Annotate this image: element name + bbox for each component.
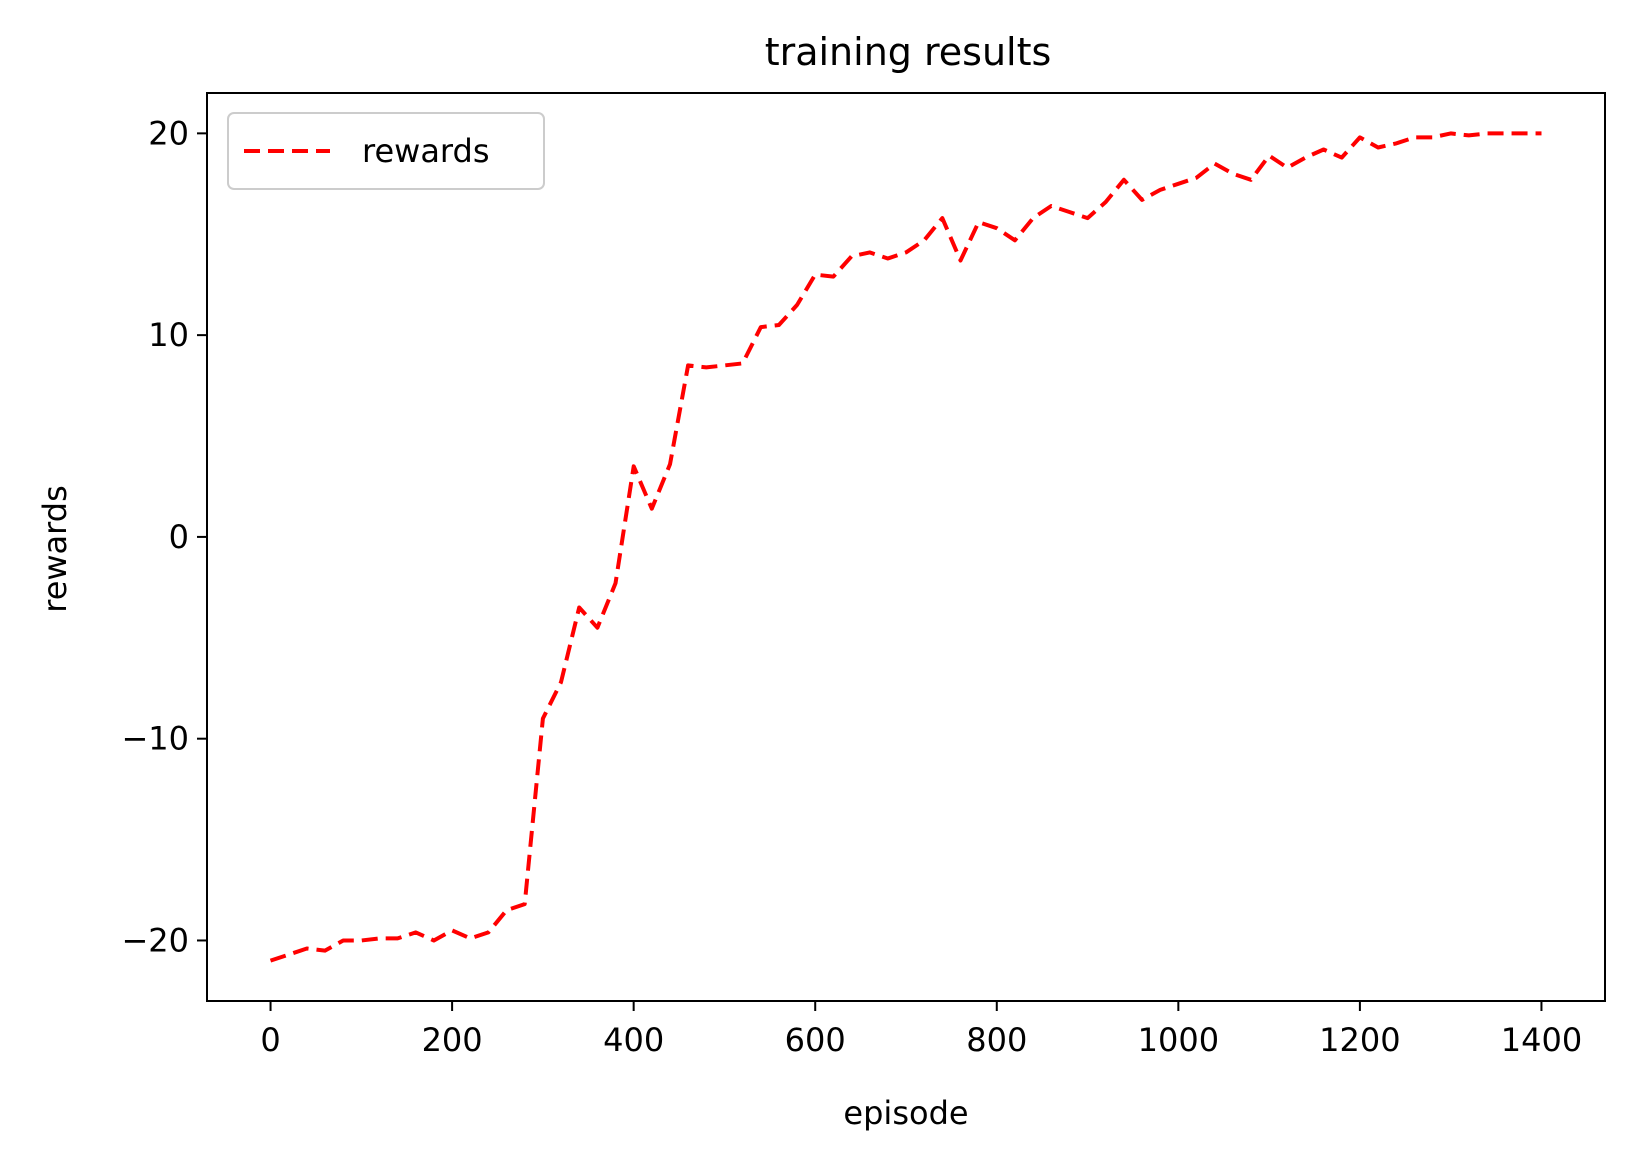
x-tick-label: 1000 (1138, 1021, 1219, 1059)
x-axis-label: episode (843, 1094, 968, 1132)
legend: rewards (227, 112, 545, 190)
y-axis: −20 −10 0 10 20 (121, 114, 207, 959)
x-tick-label: 1200 (1319, 1021, 1400, 1059)
x-axis: 0 200 400 600 800 1000 1200 1400 (260, 1001, 1582, 1059)
x-tick-label: 1400 (1501, 1021, 1582, 1059)
axes-frame (206, 92, 1606, 1002)
legend-box (227, 112, 545, 190)
y-tick-label: −10 (121, 720, 189, 758)
legend-label-rewards: rewards (362, 132, 490, 170)
plot-area (206, 92, 1606, 1002)
series-line-rewards (269, 131, 1542, 963)
x-tick-label: 200 (422, 1021, 483, 1059)
x-tick-label: 400 (603, 1021, 664, 1059)
x-tick-label: 600 (785, 1021, 846, 1059)
x-tick-label: 0 (260, 1021, 280, 1059)
y-tick-label: 0 (169, 518, 189, 556)
series-layer (269, 131, 1542, 963)
y-tick-label: 10 (148, 316, 189, 354)
y-axis-label: rewards (36, 485, 74, 613)
chart-title: training results (765, 30, 1052, 74)
y-tick-label: 20 (148, 114, 189, 152)
x-tick-label: 800 (966, 1021, 1027, 1059)
y-tick-label: −20 (121, 921, 189, 959)
